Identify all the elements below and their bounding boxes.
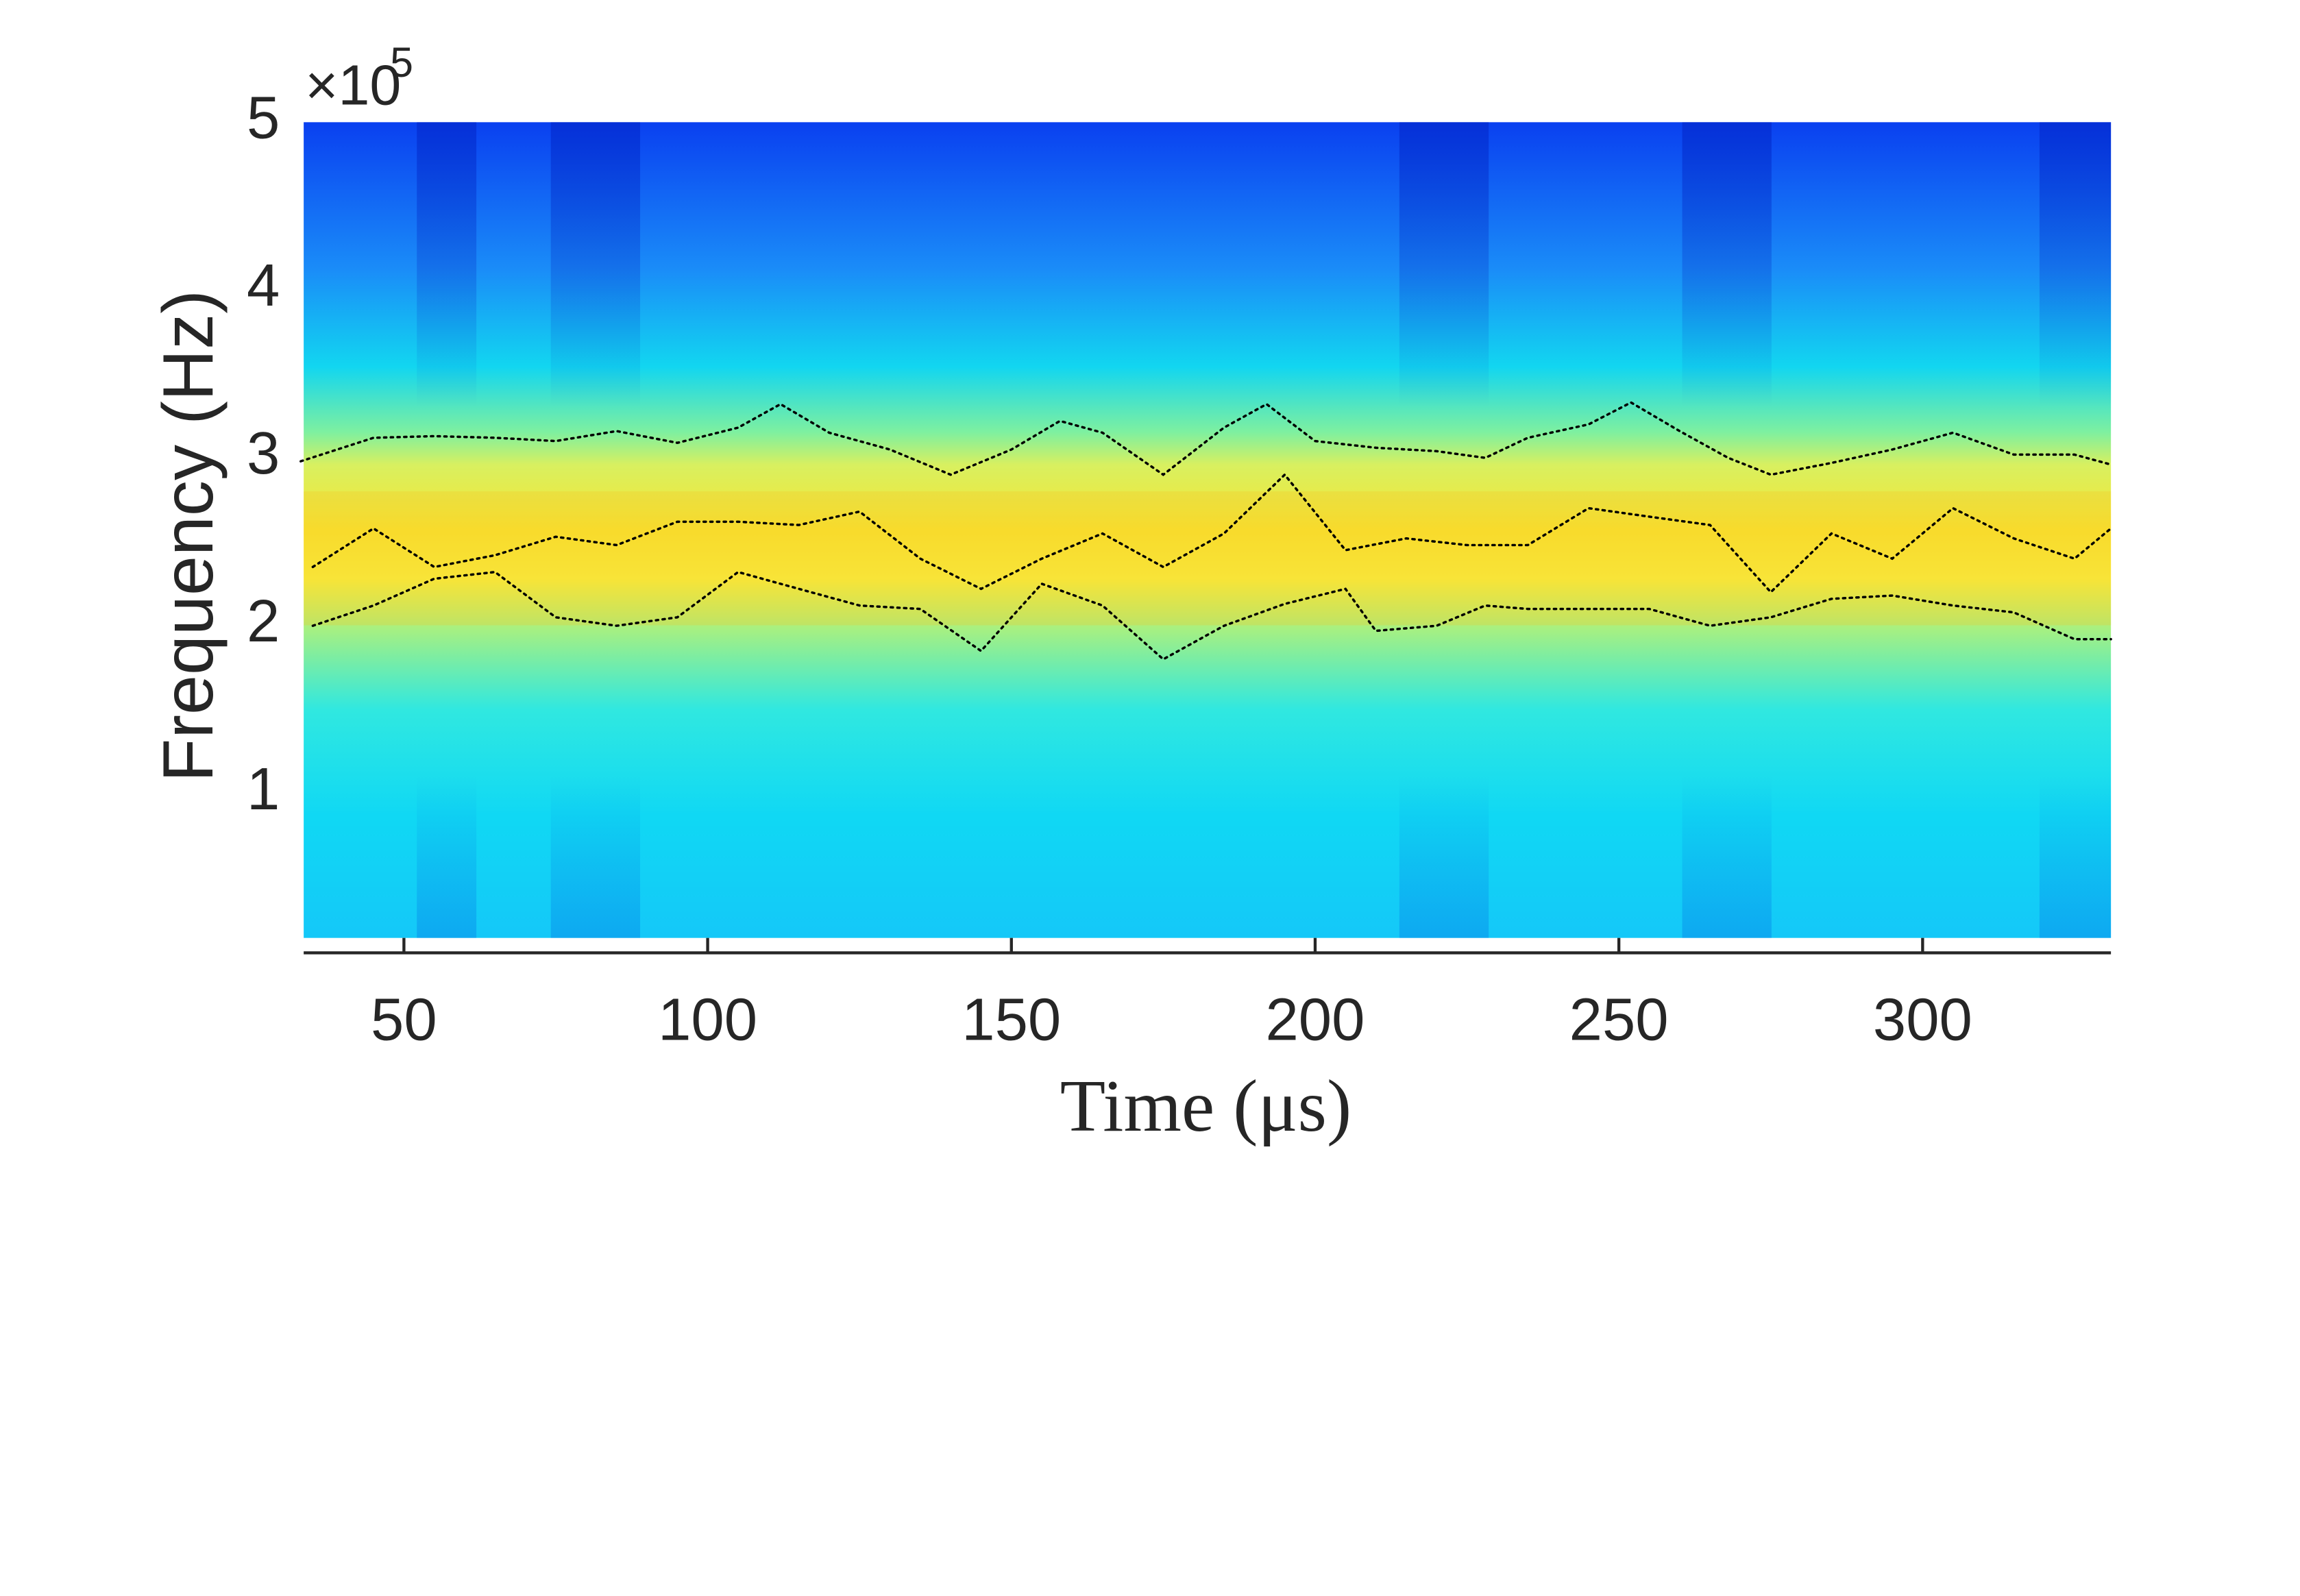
x-tick-label: 50 <box>371 987 437 1053</box>
ridge-line <box>311 570 2112 661</box>
spectrogram-shade <box>1399 122 1489 938</box>
x-tick-label: 150 <box>962 987 1061 1053</box>
ridge-line <box>311 473 2112 594</box>
y-tick-label: 5 <box>247 84 280 151</box>
spectrogram-band <box>304 491 2112 626</box>
y-multiplier-exponent: 5 <box>390 39 413 86</box>
y-tick-label: 3 <box>247 420 280 487</box>
spectrogram-shade <box>550 122 641 938</box>
spectrogram-shade <box>2039 122 2112 938</box>
y-tick-label: 2 <box>247 588 280 654</box>
x-tick-label: 100 <box>658 987 757 1053</box>
y-tick-label: 4 <box>247 252 280 319</box>
ridge-line <box>299 401 2112 476</box>
spectrogram-shade <box>417 122 477 938</box>
x-tick-label: 250 <box>1569 987 1669 1053</box>
spectrogram-shade <box>1682 122 1772 938</box>
y-multiplier: ×10 <box>305 53 401 116</box>
x-tick-label: 200 <box>1265 987 1365 1053</box>
spectrogram <box>304 122 2112 938</box>
y-tick-label: 1 <box>247 756 280 822</box>
x-tick-label: 300 <box>1873 987 1972 1053</box>
x-axis-label: Time (μs) <box>1060 1065 1351 1147</box>
y-axis-label: Frequency (Hz) <box>149 290 228 782</box>
